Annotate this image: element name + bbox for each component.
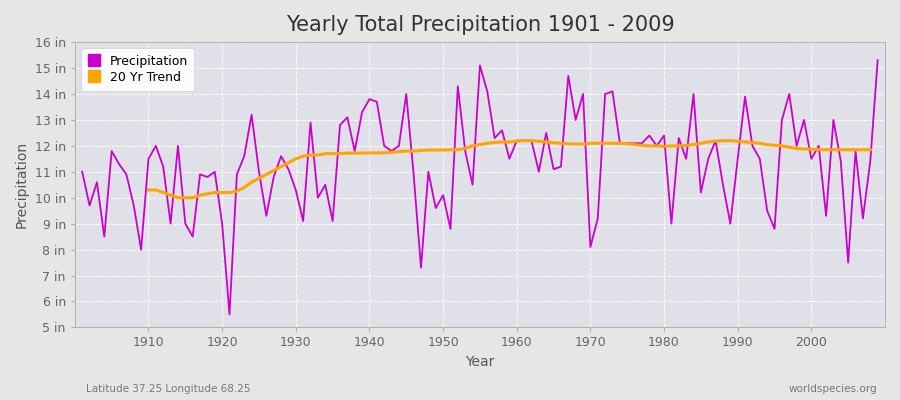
Y-axis label: Precipitation: Precipitation	[15, 141, 29, 228]
Title: Yearly Total Precipitation 1901 - 2009: Yearly Total Precipitation 1901 - 2009	[285, 15, 674, 35]
Text: Latitude 37.25 Longitude 68.25: Latitude 37.25 Longitude 68.25	[86, 384, 250, 394]
X-axis label: Year: Year	[465, 355, 495, 369]
Legend: Precipitation, 20 Yr Trend: Precipitation, 20 Yr Trend	[81, 48, 194, 91]
Text: worldspecies.org: worldspecies.org	[789, 384, 877, 394]
